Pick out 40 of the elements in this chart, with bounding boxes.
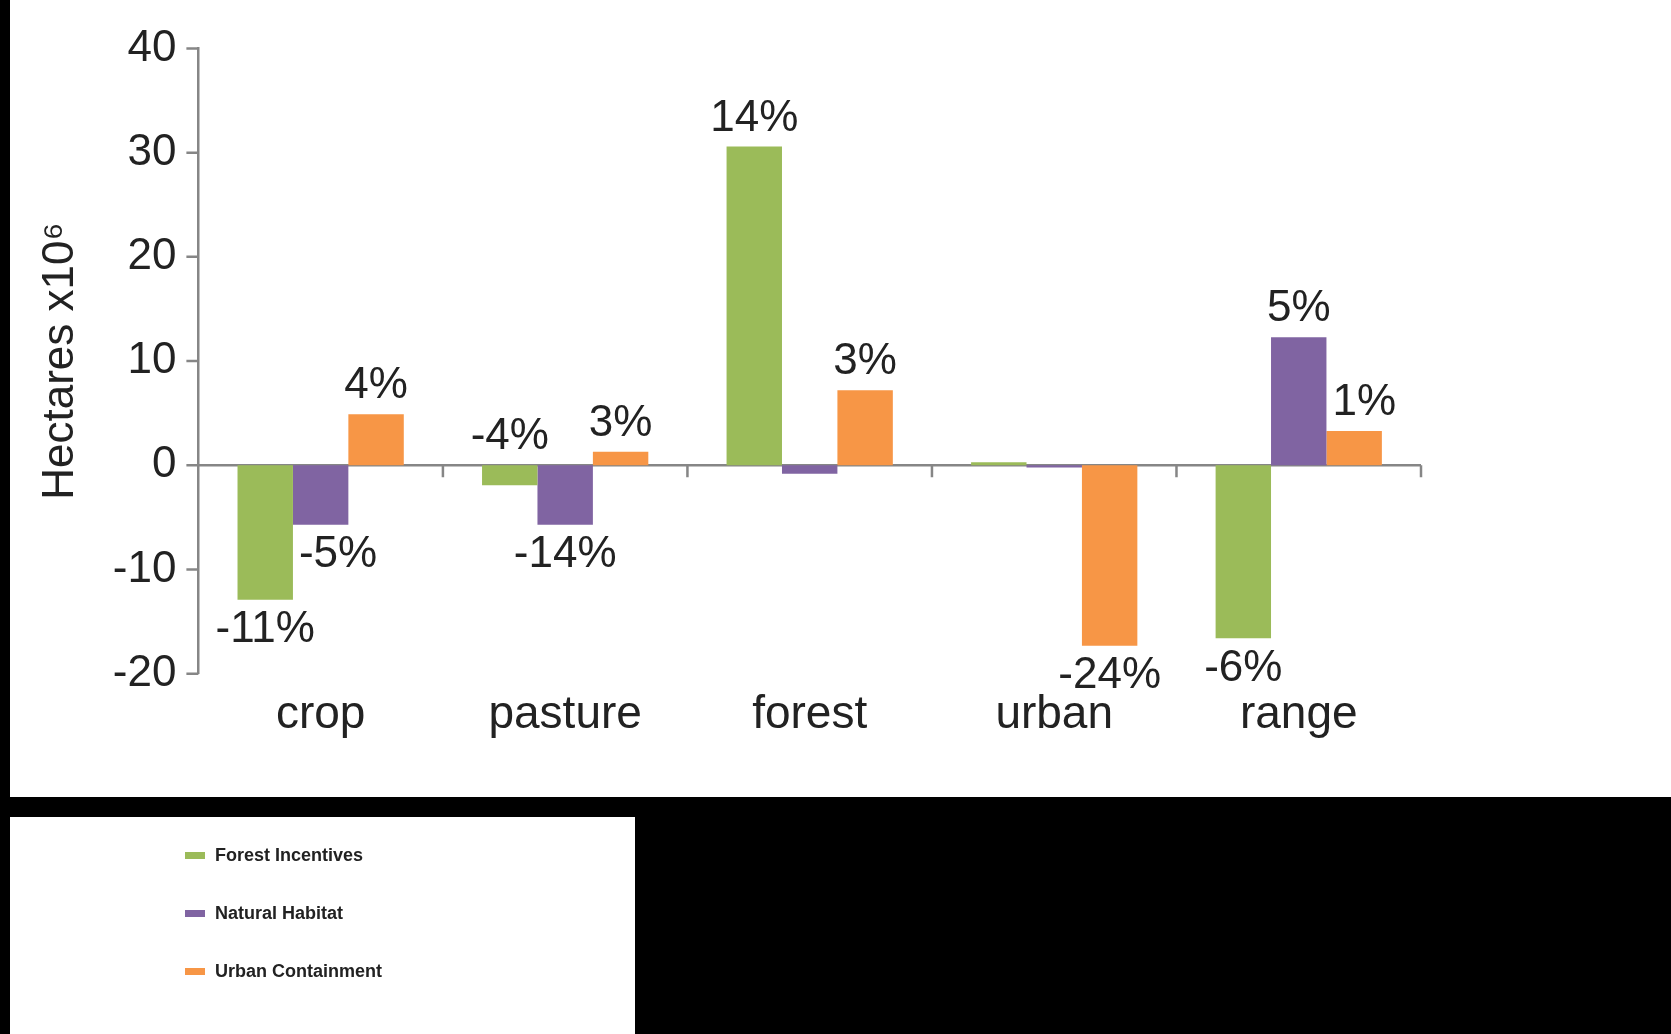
y-tick-label: 20 <box>127 229 177 279</box>
annotation: 3% <box>833 334 897 384</box>
annotation: -5% <box>298 526 378 576</box>
annotation: -11% <box>215 601 315 651</box>
y-tick-label: 10 <box>127 333 177 383</box>
bar <box>237 465 293 600</box>
x-tick-label: crop <box>275 686 366 739</box>
bar <box>592 451 649 466</box>
bar <box>292 465 349 525</box>
bar <box>1081 465 1138 646</box>
y-tick-label: -20 <box>112 645 177 695</box>
annotation: -24% <box>1058 647 1161 697</box>
bar <box>726 146 782 466</box>
annotation: 4% <box>344 358 408 408</box>
bar <box>1215 465 1272 639</box>
legend-label: Forest Incentives <box>215 845 364 866</box>
y-tick-label: 30 <box>127 124 177 174</box>
legend-label: Urban Containment <box>215 961 383 982</box>
bar <box>348 414 404 466</box>
bar <box>781 465 838 474</box>
bar <box>537 465 593 525</box>
x-tick-label: forest <box>752 686 868 739</box>
bar <box>1326 430 1382 466</box>
legend-label: Natural Habitat <box>215 903 344 924</box>
y-axis-title: Hectares x10⁶ <box>32 222 82 500</box>
annotation: 3% <box>588 395 653 445</box>
bar <box>1026 465 1082 468</box>
annotation: -14% <box>513 526 617 576</box>
x-tick-label: pasture <box>488 686 642 739</box>
bar <box>482 465 538 486</box>
bar <box>837 390 893 466</box>
y-tick-label: 0 <box>151 437 177 487</box>
annotation: 14% <box>710 90 799 140</box>
annotation: 1% <box>1332 375 1397 425</box>
y-tick-label: -10 <box>112 541 177 591</box>
annotation: 5% <box>1266 281 1331 331</box>
bar <box>971 462 1027 466</box>
bar <box>1271 337 1327 466</box>
y-tick-label: 40 <box>127 20 177 70</box>
annotation: -4% <box>470 409 549 459</box>
